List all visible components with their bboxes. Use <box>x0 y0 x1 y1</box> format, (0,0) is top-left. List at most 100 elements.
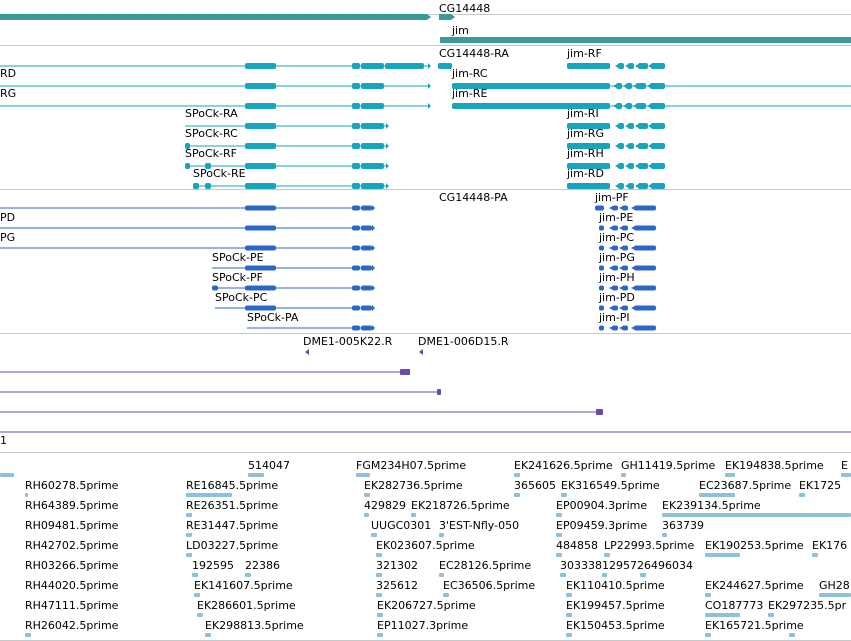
est-feature[interactable] <box>205 633 211 637</box>
primer-line[interactable] <box>0 411 603 413</box>
protein-label[interactable]: jim-PD <box>599 291 635 304</box>
gene-feature[interactable] <box>439 14 451 20</box>
transcript-exon[interactable] <box>185 163 190 169</box>
primer-marker[interactable] <box>305 349 309 355</box>
protein-exon[interactable] <box>361 205 372 211</box>
est-feature[interactable] <box>556 533 562 537</box>
protein-exon[interactable] <box>361 285 372 291</box>
est-feature[interactable] <box>705 613 740 617</box>
protein-label[interactable]: jim-PF <box>595 191 629 204</box>
transcript-label[interactable]: jim-RH <box>567 147 604 160</box>
est-label[interactable]: EP11027.3prime <box>377 619 469 632</box>
protein-exon[interactable] <box>361 325 372 331</box>
est-label[interactable]: EK218726.5prime <box>411 499 510 512</box>
transcript-label[interactable]: jim-RE <box>452 87 488 100</box>
gene-feature[interactable] <box>0 14 427 20</box>
protein-exon[interactable] <box>634 305 656 311</box>
protein-exon[interactable] <box>595 205 604 211</box>
est-label[interactable]: GH28 <box>819 579 850 592</box>
est-feature[interactable] <box>662 513 851 517</box>
est-label[interactable]: EK150453.5prime <box>566 619 665 632</box>
protein-exon[interactable] <box>361 265 372 271</box>
est-label[interactable]: EC36506.5prime <box>443 579 536 592</box>
est-label[interactable]: EK286601.5prime <box>197 599 296 612</box>
protein-exon[interactable] <box>361 245 372 251</box>
est-label[interactable]: CO187773 <box>705 599 764 612</box>
transcript-exon[interactable] <box>361 83 384 89</box>
protein-label[interactable]: SPoCk-PC <box>215 291 268 304</box>
protein-label[interactable]: PG <box>0 231 16 244</box>
est-feature[interactable] <box>566 613 572 617</box>
est-label[interactable]: 22386 <box>245 559 280 572</box>
est-label[interactable]: RH64389.5prime <box>25 499 119 512</box>
est-feature[interactable] <box>556 513 562 517</box>
est-feature[interactable] <box>186 493 232 497</box>
transcript-exon[interactable] <box>438 63 452 69</box>
transcript-exon[interactable] <box>638 163 648 169</box>
gene-label[interactable]: jim <box>452 24 469 37</box>
transcript-label[interactable]: jim-RF <box>567 47 602 60</box>
primer-label[interactable]: DME1-005K22.R <box>303 335 393 348</box>
protein-exon[interactable] <box>352 305 360 311</box>
transcript-exon[interactable] <box>352 143 360 149</box>
protein-exon[interactable] <box>352 205 360 211</box>
transcript-exon[interactable] <box>352 163 360 169</box>
protein-label[interactable]: SPoCk-PE <box>212 251 264 264</box>
est-label[interactable]: 365605 <box>514 479 556 492</box>
protein-exon[interactable] <box>599 325 604 331</box>
transcript-exon[interactable] <box>245 83 276 89</box>
est-feature[interactable] <box>439 573 444 577</box>
est-feature[interactable] <box>705 593 711 597</box>
est-feature[interactable] <box>560 573 566 577</box>
est-feature[interactable] <box>812 553 818 557</box>
protein-exon[interactable] <box>634 285 656 291</box>
est-feature[interactable] <box>376 593 382 597</box>
protein-exon[interactable] <box>599 245 604 251</box>
primer-line[interactable] <box>0 431 851 433</box>
est-label[interactable]: EK1725 <box>799 479 842 492</box>
transcript-exon[interactable] <box>385 63 424 69</box>
est-label[interactable]: RH60278.5prime <box>25 479 119 492</box>
est-label[interactable]: EK298813.5prime <box>205 619 304 632</box>
primer-label[interactable]: DME1-006D15.R <box>418 335 509 348</box>
transcript-exon[interactable] <box>245 143 276 149</box>
est-label[interactable]: EK206727.5prime <box>377 599 476 612</box>
transcript-exon[interactable] <box>352 103 360 109</box>
est-feature[interactable] <box>556 553 562 557</box>
protein-exon[interactable] <box>599 285 604 291</box>
transcript-exon[interactable] <box>361 63 384 69</box>
est-label[interactable]: E <box>841 459 848 472</box>
est-label[interactable]: RH42702.5prime <box>25 539 119 552</box>
est-feature[interactable] <box>819 593 851 597</box>
protein-exon[interactable] <box>361 225 372 231</box>
transcript-exon[interactable] <box>352 123 360 129</box>
protein-label[interactable]: jim-PG <box>599 251 635 264</box>
est-feature[interactable] <box>25 493 28 497</box>
est-label[interactable]: EK297235.5pr <box>768 599 847 612</box>
est-feature[interactable] <box>443 593 449 597</box>
gene-feature[interactable] <box>440 37 851 43</box>
transcript-exon[interactable] <box>352 63 360 69</box>
transcript-exon[interactable] <box>651 63 665 69</box>
est-label[interactable]: 514047 <box>248 459 290 472</box>
protein-label[interactable]: SPoCk-PF <box>212 271 263 284</box>
transcript-exon[interactable] <box>651 163 665 169</box>
transcript-exon[interactable] <box>361 163 384 169</box>
transcript-exon[interactable] <box>245 63 276 69</box>
est-label[interactable]: RH47111.5prime <box>25 599 119 612</box>
protein-exon[interactable] <box>352 285 360 291</box>
transcript-exon[interactable] <box>638 63 648 69</box>
est-feature[interactable] <box>411 513 416 517</box>
est-feature[interactable] <box>25 633 31 637</box>
protein-exon[interactable] <box>361 305 372 311</box>
protein-exon[interactable] <box>352 245 360 251</box>
transcript-exon[interactable] <box>185 143 190 149</box>
protein-exon[interactable] <box>599 225 604 231</box>
est-feature[interactable] <box>662 533 667 537</box>
est-label[interactable]: RE31447.5prime <box>186 519 279 532</box>
est-label[interactable]: EK282736.5prime <box>364 479 463 492</box>
transcript-exon[interactable] <box>567 123 610 129</box>
transcript-label[interactable]: jim-RD <box>567 167 604 180</box>
est-label[interactable]: EK023607.5prime <box>376 539 475 552</box>
primer-line[interactable] <box>0 391 441 393</box>
